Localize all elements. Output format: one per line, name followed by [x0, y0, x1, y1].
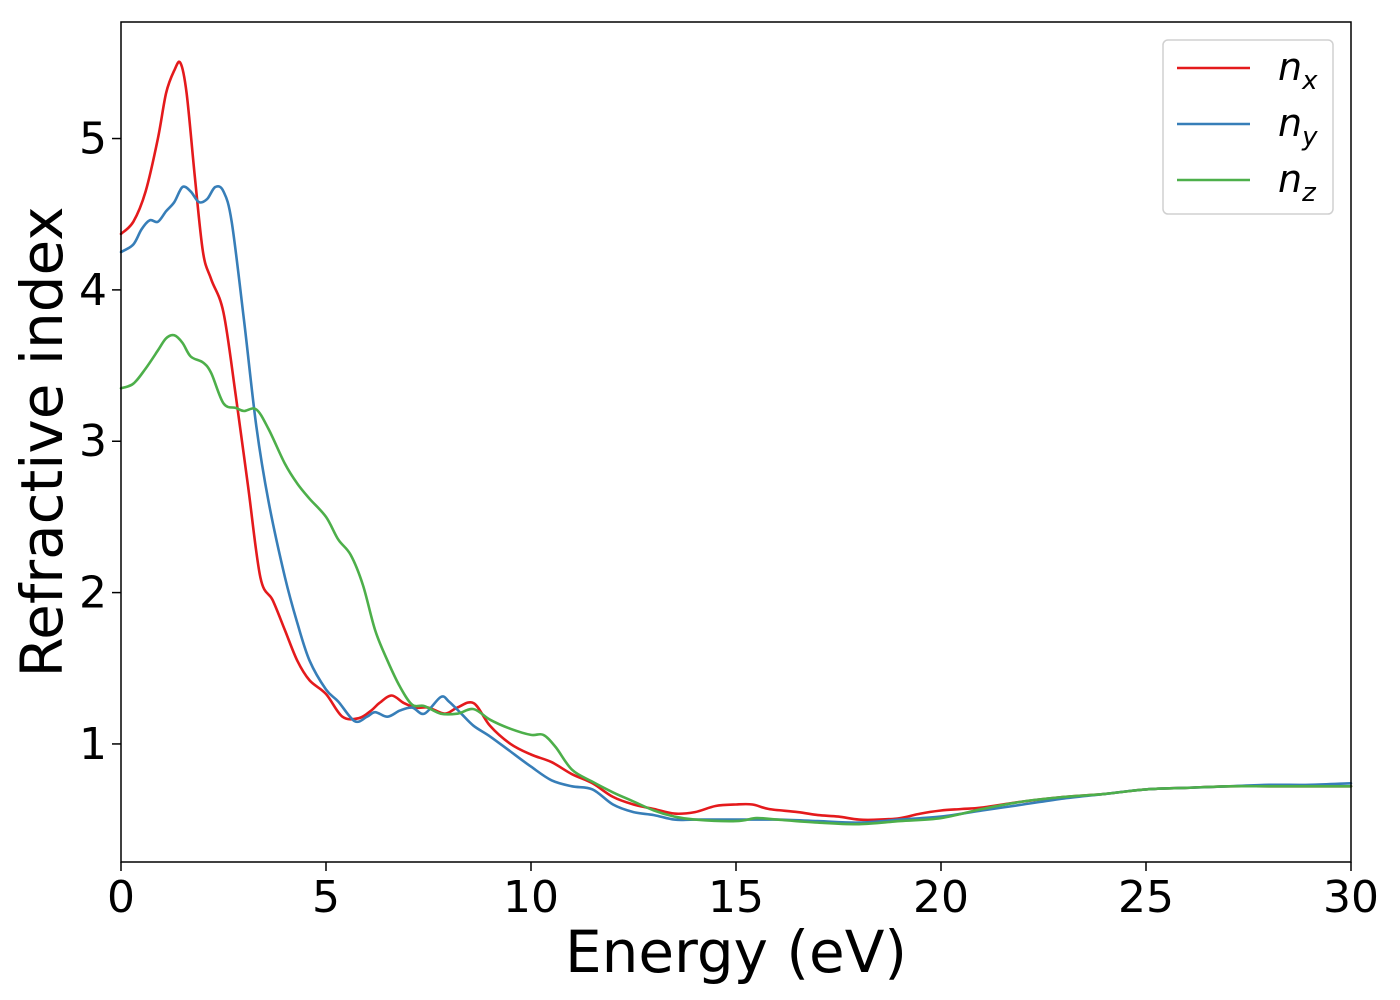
x-axis: 0 5 10 15 20 25 30 [107, 862, 1379, 923]
x-tick-label: 25 [1118, 872, 1174, 923]
series-layer [119, 60, 1353, 826]
x-tick-label: 5 [312, 872, 340, 923]
x-axis-title: Energy (eV) [565, 918, 907, 986]
y-axis: 1 2 3 4 5 [79, 114, 121, 770]
plot-area [121, 22, 1351, 862]
series-line-y [119, 185, 1353, 824]
x-tick-label: 0 [107, 872, 135, 923]
y-tick-label: 3 [79, 416, 107, 467]
y-axis-title: Refractive index [8, 206, 76, 677]
y-tick-label: 2 [79, 568, 107, 619]
legend-box [1162, 39, 1334, 215]
y-tick-label: 4 [79, 265, 107, 316]
series-line-x [119, 60, 1353, 822]
y-tick-label: 1 [79, 719, 107, 770]
y-tick-label: 5 [79, 114, 107, 165]
x-tick-label: 10 [503, 872, 559, 923]
x-tick-label: 20 [913, 872, 969, 923]
x-tick-label: 15 [708, 872, 764, 923]
x-tick-label: 30 [1323, 872, 1379, 923]
series-line-z [119, 333, 1353, 826]
